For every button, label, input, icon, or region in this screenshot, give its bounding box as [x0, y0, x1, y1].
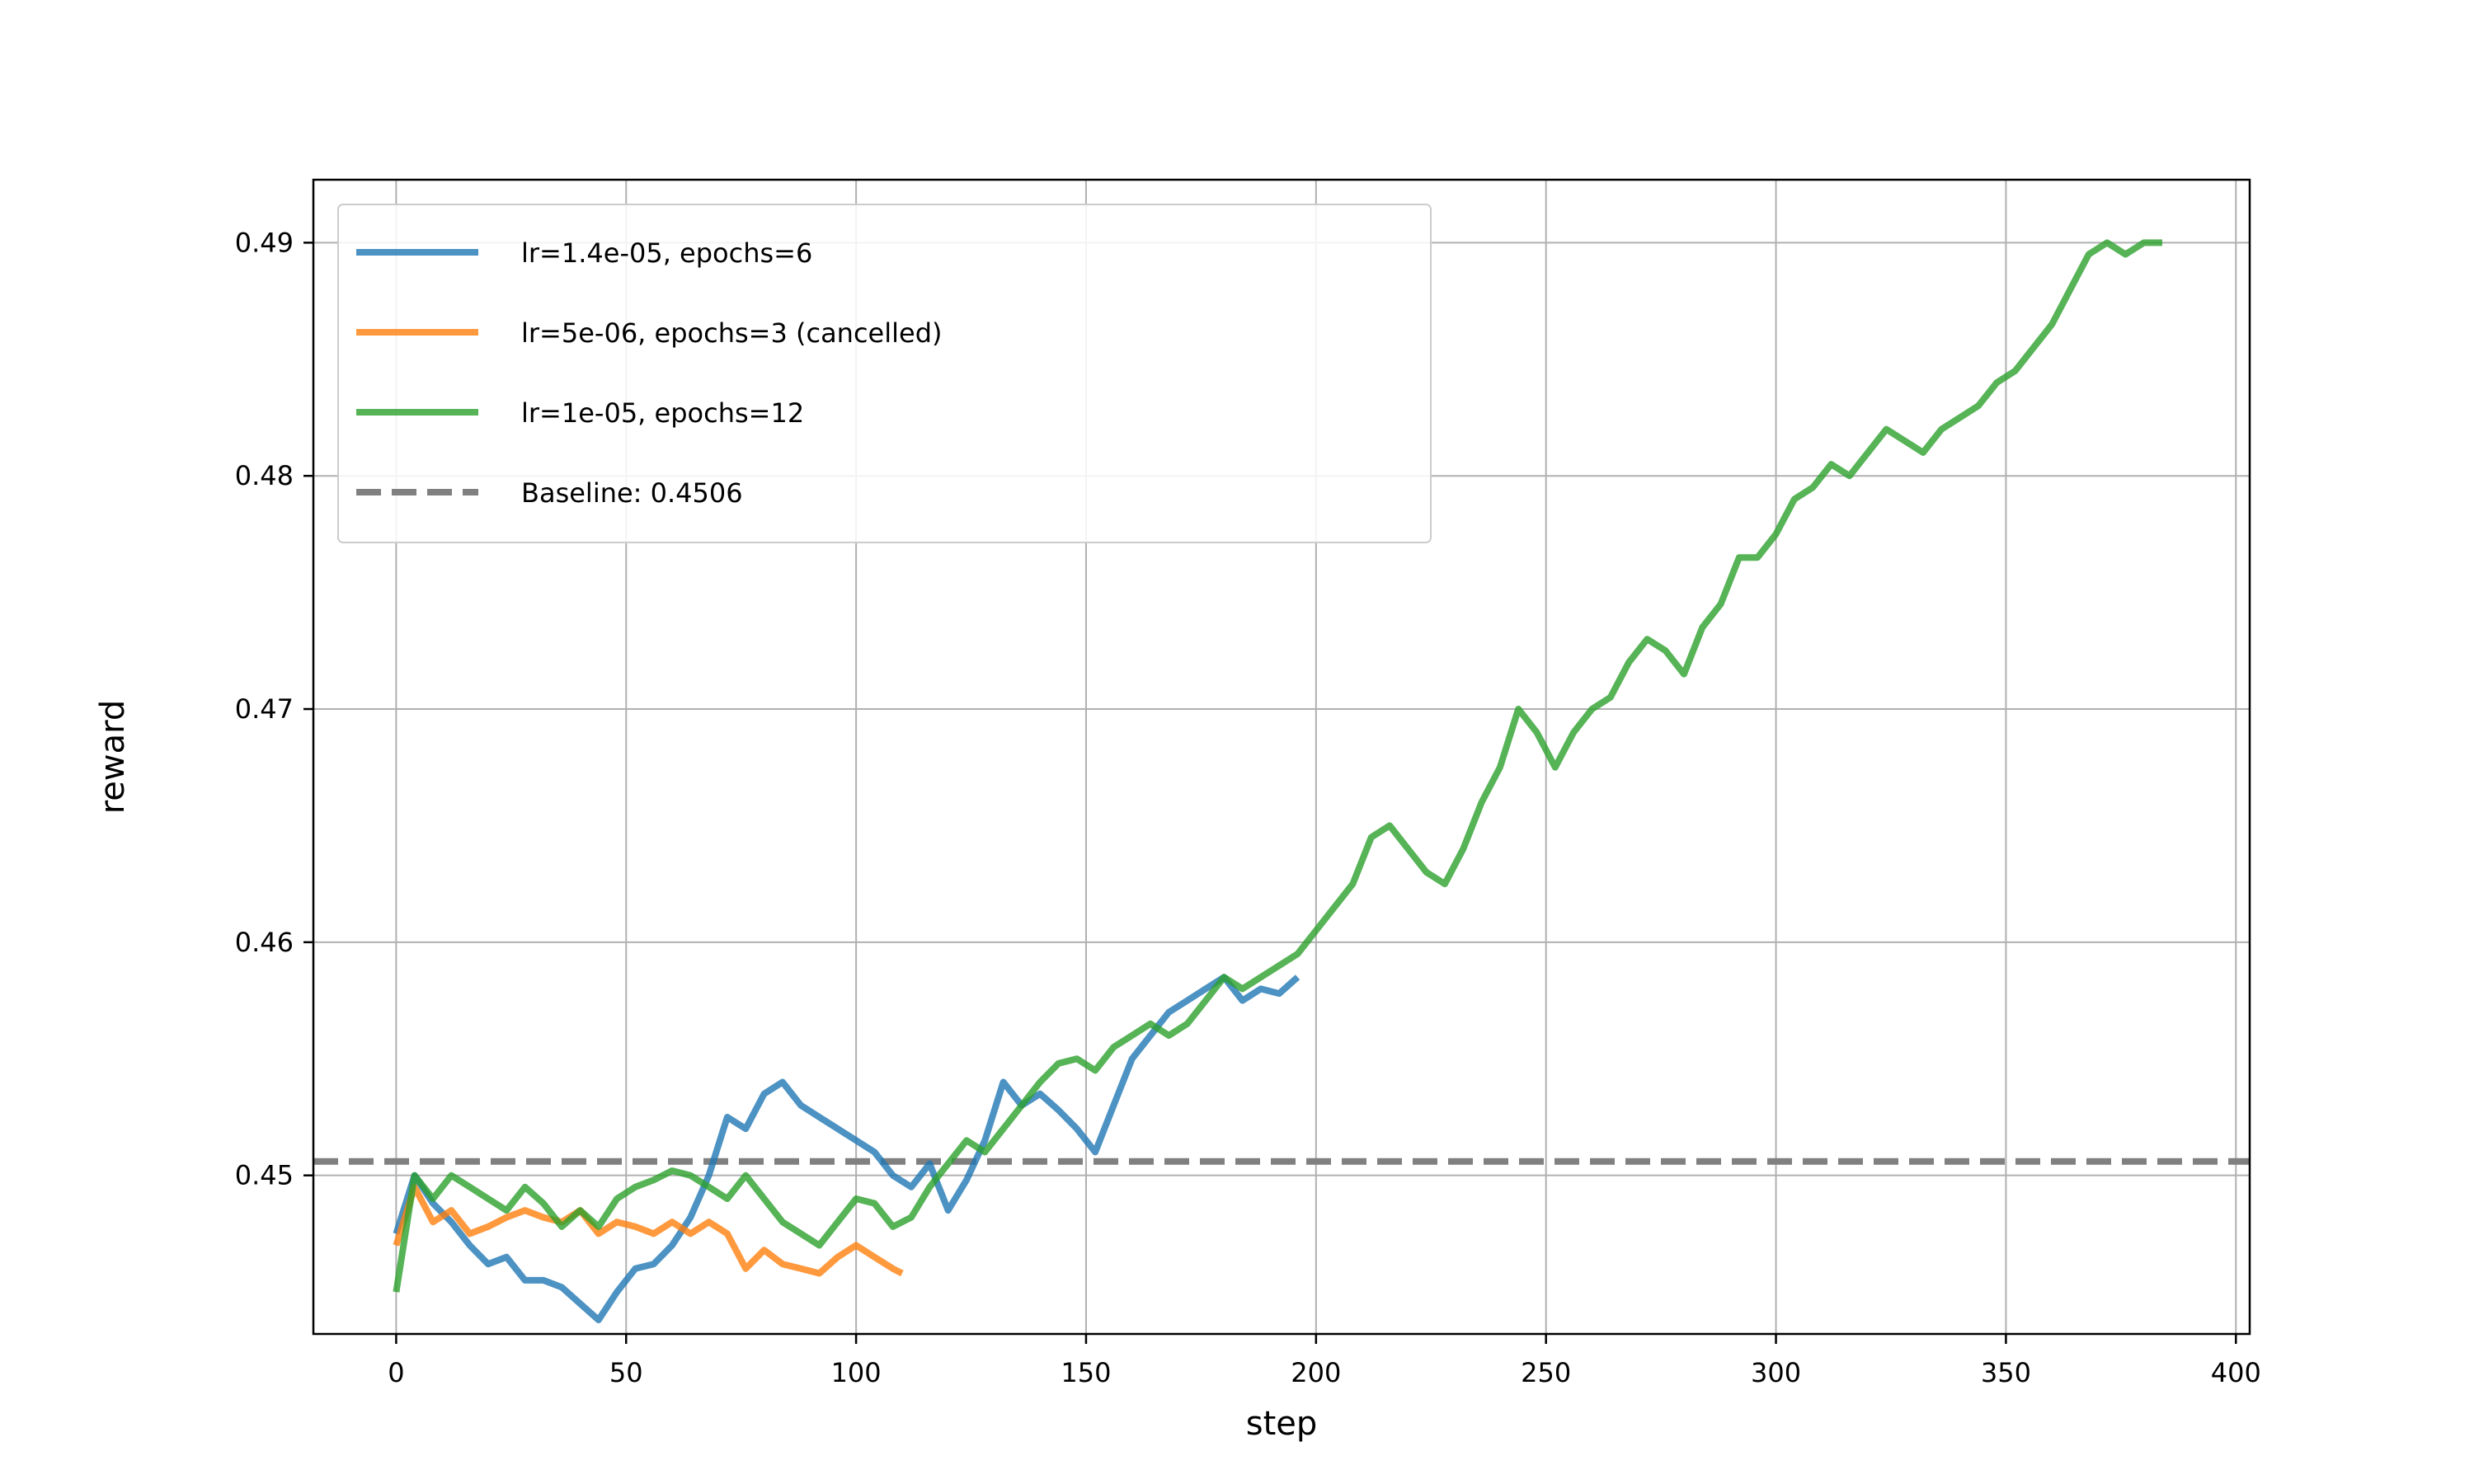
series-line-2 [393, 239, 2162, 1293]
x-tick-label: 0 [388, 1357, 404, 1388]
x-tick-label: 250 [1521, 1357, 1571, 1388]
y-tick-label: 0.45 [235, 1160, 294, 1191]
axis-ticks: 0 50 100 150 200 250 300 350 400 0.45 0.46 0.47 0.48… [235, 227, 2261, 1388]
x-tick-label: 200 [1291, 1357, 1341, 1388]
legend-label-0: lr=1.4e-05, epochs=6 [521, 237, 812, 269]
legend-box [337, 204, 1432, 543]
y-tick-label: 0.46 [235, 927, 294, 958]
x-tick-label: 300 [1751, 1357, 1801, 1388]
plot-frame [312, 178, 2251, 1336]
legend-label-3: Baseline: 0.4506 [521, 477, 743, 509]
x-tick-label: 350 [1981, 1357, 2031, 1388]
y-axis-label: reward [94, 700, 132, 815]
y-tick-label: 0.47 [235, 693, 294, 725]
series-line-1 [393, 1183, 904, 1277]
legend-label-1: lr=5e-06, epochs=3 (cancelled) [521, 317, 943, 349]
legend: lr=1.4e-05, epochs=6 lr=5e-06, epochs=3 (… [337, 204, 1432, 543]
x-tick-label: 400 [2211, 1357, 2261, 1388]
x-axis-label: step [1246, 1405, 1318, 1443]
x-tick-label: 100 [831, 1357, 882, 1388]
series-line-0 [393, 974, 1300, 1323]
y-tick-label: 0.48 [235, 460, 294, 491]
x-tick-label: 50 [609, 1357, 643, 1388]
legend-label-2: lr=1e-05, epochs=12 [521, 397, 804, 429]
y-tick-label: 0.49 [235, 227, 294, 258]
series-layer [313, 239, 2250, 1323]
x-tick-label: 150 [1061, 1357, 1111, 1388]
